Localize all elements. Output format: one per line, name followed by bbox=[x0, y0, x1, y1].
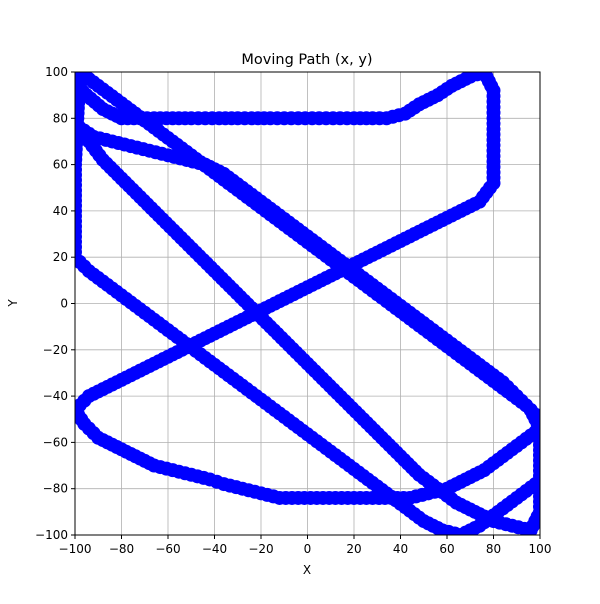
x-tick-label: −60 bbox=[155, 542, 180, 556]
y-tick-label: −20 bbox=[43, 343, 68, 357]
y-tick-label: 60 bbox=[53, 158, 68, 172]
y-tick-label: 20 bbox=[53, 250, 68, 264]
x-tick-label: 60 bbox=[439, 542, 454, 556]
x-tick-label: 0 bbox=[304, 542, 312, 556]
y-tick-label: 40 bbox=[53, 204, 68, 218]
y-tick-label: 100 bbox=[45, 65, 68, 79]
x-tick-label: 100 bbox=[529, 542, 552, 556]
axes-frame: −100 −80 −60 −40 −20 0 20 40 60 80 100 −100 −80 −60 −4… bbox=[35, 65, 551, 556]
y-tick-label: 80 bbox=[53, 111, 68, 125]
x-tick-label: −80 bbox=[109, 542, 134, 556]
chart-title: Moving Path (x, y) bbox=[241, 52, 372, 68]
x-tick-label: −40 bbox=[202, 542, 227, 556]
y-tick-label: −80 bbox=[43, 482, 68, 496]
y-tick-label: −100 bbox=[35, 528, 68, 542]
x-tick-label: −20 bbox=[248, 542, 273, 556]
x-tick-label: 20 bbox=[346, 542, 361, 556]
y-tick-label: −60 bbox=[43, 435, 68, 449]
x-axis-label: X bbox=[303, 563, 311, 577]
data-points bbox=[75, 72, 540, 535]
x-tick-label: −100 bbox=[59, 542, 92, 556]
y-axis-label: Y bbox=[6, 299, 20, 308]
data-point bbox=[528, 477, 540, 492]
x-tick-label: 40 bbox=[393, 542, 408, 556]
x-tick-label: 80 bbox=[486, 542, 501, 556]
y-tick-label: −40 bbox=[43, 389, 68, 403]
y-tick-label: 0 bbox=[60, 297, 68, 311]
